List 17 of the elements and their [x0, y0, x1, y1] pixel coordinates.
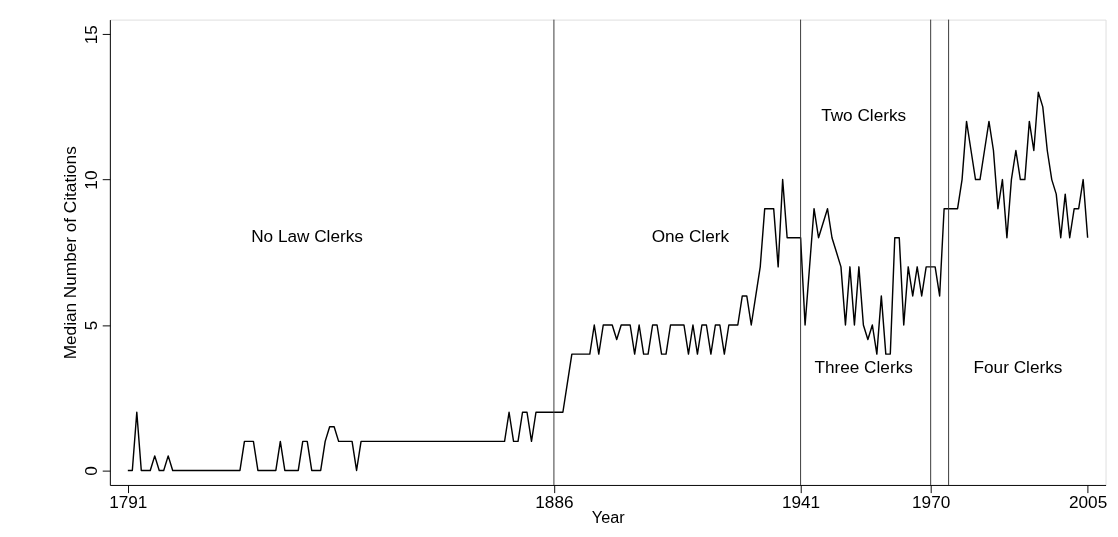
y-axis-title: Median Number of Citations: [59, 146, 80, 360]
line-series: [127, 91, 1089, 472]
x-axis-title: Year: [591, 507, 626, 526]
annotation: Two Clerks: [821, 104, 907, 125]
y-tick-label: 0: [80, 466, 101, 476]
x-tick-label: 1970: [912, 492, 951, 513]
y-tick-label: 5: [80, 320, 101, 331]
annotation: One Clerk: [651, 226, 730, 247]
y-tick-label: 15: [80, 25, 101, 45]
x-tick-label: 1791: [109, 492, 148, 513]
annotation: No Law Clerks: [251, 226, 363, 247]
x-tick-label: 1941: [781, 492, 821, 513]
annotation: Four Clerks: [973, 356, 1063, 377]
x-tick-label: 1886: [535, 492, 574, 513]
y-tick-label: 10: [80, 170, 101, 190]
annotation: Three Clerks: [814, 356, 913, 377]
x-tick-label: 2005: [1068, 492, 1108, 513]
